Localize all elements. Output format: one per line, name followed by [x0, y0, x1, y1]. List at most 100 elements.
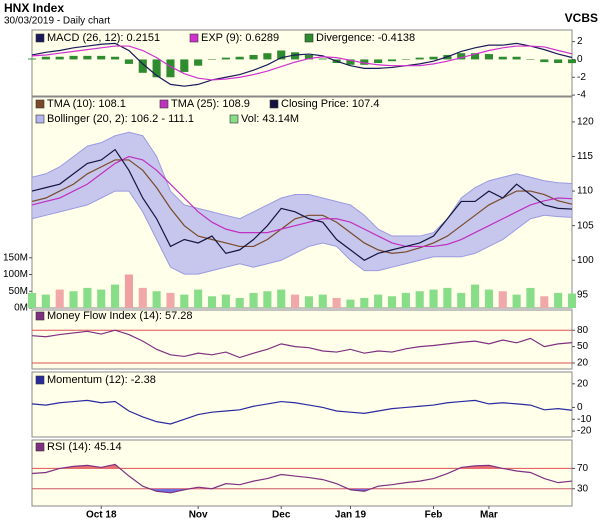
legend-swatch	[189, 33, 199, 43]
divergence-bar	[249, 54, 258, 60]
divergence-bar	[401, 59, 410, 60]
divergence-bar	[387, 59, 397, 62]
volume-bar	[194, 289, 203, 308]
series-line	[31, 42, 573, 87]
series-line	[31, 399, 573, 425]
x-tick-label: Oct 18	[86, 510, 117, 521]
legend-swatch	[269, 99, 279, 109]
divergence-bar	[83, 55, 92, 60]
y-tick-label: -2	[577, 72, 586, 83]
divergence-bar	[471, 53, 480, 60]
y-tick-label: 2	[577, 36, 583, 47]
y-tick-label: 20	[577, 378, 589, 389]
legend-swatch	[35, 311, 45, 321]
legend-swatch	[35, 99, 45, 109]
legend-label: Vol: 43.14M	[241, 113, 299, 125]
volume-bar	[235, 297, 244, 308]
divergence-bar	[457, 53, 466, 60]
volume-bar	[41, 294, 50, 308]
volume-bar	[27, 292, 37, 308]
divergence-bar	[180, 59, 189, 72]
divergence-bar	[429, 56, 438, 60]
legend-label: MACD (26, 12): 0.2151	[47, 32, 160, 44]
divergence-bar	[291, 52, 300, 60]
volume-bar	[457, 292, 466, 308]
divergence-bar	[124, 59, 133, 64]
x-tick-label: Feb	[425, 510, 443, 521]
legend-label: Divergence: -0.4138	[316, 32, 415, 44]
volume-bar	[540, 296, 549, 308]
y-tick-label: 20	[577, 358, 589, 369]
divergence-bar	[346, 59, 355, 65]
legend-label: TMA (25): 108.9	[171, 98, 250, 110]
volume-bar	[221, 294, 230, 308]
legend-label: Bollinger (20, 2): 106.2 - 111.1	[47, 113, 194, 125]
volume-bar	[374, 294, 383, 308]
legend-swatch	[159, 99, 169, 109]
divergence-bar	[27, 58, 37, 60]
volume-bar	[443, 287, 452, 308]
volume-bar	[69, 291, 78, 308]
divergence-bar	[235, 56, 244, 60]
legend-swatch	[35, 114, 45, 124]
y-tick-label: 0	[577, 402, 583, 413]
y-tick-label: 95	[577, 289, 589, 300]
panel-background	[31, 29, 573, 97]
legend-swatch	[35, 442, 45, 452]
y-tick-label: 50	[577, 341, 589, 352]
y-tick-label: 105	[577, 220, 594, 231]
divergence-bar	[498, 56, 507, 60]
series-line	[31, 45, 573, 81]
volume-bar	[332, 297, 341, 308]
y2-tick-label: 0M	[14, 303, 28, 314]
divergence-bar	[374, 59, 383, 63]
legend-swatch	[35, 33, 45, 43]
legend-label: Momentum (12): -2.38	[47, 374, 156, 386]
divergence-bar	[138, 59, 147, 73]
divergence-bar	[69, 55, 78, 60]
volume-bar	[498, 291, 507, 308]
y-tick-label: -20	[577, 426, 592, 437]
y-tick-label: -10	[577, 414, 592, 425]
divergence-bar	[207, 59, 217, 60]
volume-bar	[55, 289, 64, 308]
y-tick-label: 120	[577, 117, 594, 128]
series-line	[31, 329, 573, 359]
volume-bar	[180, 294, 189, 308]
divergence-bar	[304, 54, 313, 60]
legend-label: Closing Price: 107.4	[281, 98, 379, 110]
volume-bar	[124, 274, 133, 308]
y-tick-label: 100	[577, 255, 594, 266]
divergence-bar	[540, 59, 549, 63]
panel-background	[31, 309, 573, 370]
bollinger-lower	[31, 190, 573, 275]
y-tick-label: -4	[577, 90, 586, 101]
volume-bar	[346, 299, 355, 308]
y-tick-label: 115	[577, 151, 593, 162]
divergence-bar	[166, 59, 175, 78]
volume-bar	[471, 284, 480, 308]
x-tick-label: Dec	[272, 510, 291, 521]
volume-bar	[249, 292, 258, 308]
divergence-bar	[484, 54, 493, 60]
volume-bar	[387, 296, 397, 308]
x-tick-label: Nov	[189, 510, 208, 521]
y-tick-label: 0	[577, 54, 583, 65]
y2-tick-label: 150M	[3, 252, 28, 263]
legend-label: RSI (14): 45.14	[47, 441, 122, 453]
volume-bar	[291, 294, 300, 308]
volume-bar	[152, 291, 161, 308]
volume-bar	[401, 292, 410, 308]
divergence-bar	[512, 56, 521, 60]
divergence-bar	[221, 57, 230, 60]
x-tick-label: Jan 19	[335, 510, 367, 521]
divergence-bar	[360, 59, 369, 65]
divergence-bar	[277, 50, 286, 60]
volume-bar	[304, 296, 313, 308]
y-tick-label: 30	[577, 483, 589, 494]
volume-bar	[111, 284, 120, 308]
volume-bar	[526, 287, 535, 308]
chart-subtitle: 30/03/2019 - Daily chart	[4, 16, 110, 27]
legend-swatch	[304, 33, 314, 43]
y2-tick-label: 100M	[3, 269, 28, 280]
